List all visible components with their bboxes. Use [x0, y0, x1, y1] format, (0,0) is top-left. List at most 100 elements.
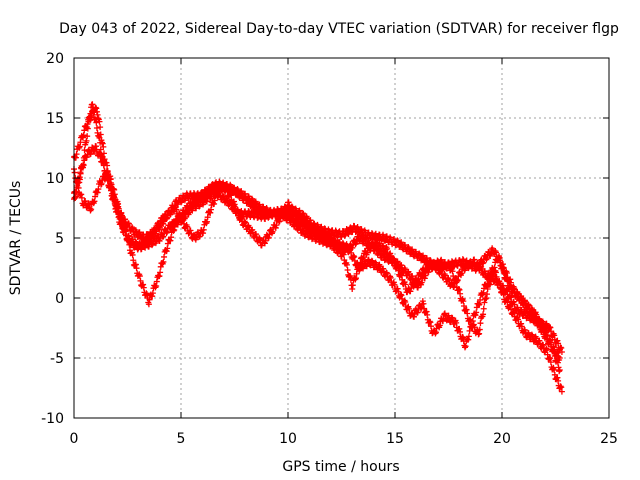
data-point	[465, 333, 472, 340]
data-point	[130, 257, 137, 264]
data-point	[460, 298, 467, 305]
data-point	[353, 225, 360, 232]
x-tick-labels: 0 5 10 15 20 25	[70, 431, 618, 447]
data-point	[87, 150, 94, 157]
x-tick-label: 10	[279, 431, 297, 447]
data-point	[103, 167, 110, 174]
data-point	[555, 353, 562, 360]
data-point	[556, 367, 563, 373]
data-point	[507, 276, 514, 283]
y-axis-label: SDTVAR / TECUs	[8, 181, 24, 296]
data-point	[71, 169, 78, 176]
data-point	[462, 343, 469, 350]
data-point	[196, 233, 203, 240]
data-point	[96, 118, 103, 125]
data-point	[204, 214, 211, 221]
data-point	[463, 306, 470, 313]
data-point	[503, 270, 510, 277]
data-point	[98, 180, 105, 187]
data-point	[483, 295, 490, 302]
y-tick-label: 20	[46, 51, 64, 67]
data-point	[458, 297, 465, 304]
data-point	[365, 229, 372, 236]
data-point	[394, 237, 401, 244]
data-point	[100, 143, 107, 150]
chart-title: Day 043 of 2022, Sidereal Day-to-day VTE…	[59, 21, 619, 37]
data-point	[100, 150, 107, 157]
x-tick-label: 0	[70, 431, 79, 447]
data-point	[92, 193, 99, 200]
data-point	[107, 176, 114, 183]
data-point	[547, 359, 554, 366]
data-point	[146, 296, 153, 303]
data-point	[84, 125, 91, 132]
data-point	[77, 170, 84, 177]
y-tick-label: 15	[46, 111, 64, 127]
data-point	[73, 179, 80, 186]
data-point	[87, 110, 94, 117]
data-point	[74, 180, 81, 187]
data-point	[159, 260, 166, 267]
y-tick-label: 10	[46, 171, 64, 187]
axis-ticks	[73, 57, 610, 419]
data-point	[496, 254, 503, 261]
data-point	[149, 290, 156, 297]
data-point	[137, 277, 144, 284]
data-point	[160, 258, 167, 265]
data-point	[149, 293, 156, 300]
data-point	[391, 236, 398, 243]
data-point	[83, 137, 90, 144]
data-point	[464, 310, 471, 317]
data-point	[145, 301, 152, 308]
data-point	[97, 181, 104, 188]
data-point	[465, 336, 472, 343]
data-point	[153, 278, 160, 285]
data-point	[84, 133, 91, 140]
y-tick-label: 5	[55, 231, 64, 247]
data-point	[118, 213, 125, 220]
y-tick-label: 0	[55, 291, 64, 307]
data-point	[94, 189, 101, 196]
data-point	[111, 191, 118, 198]
data-point	[340, 251, 347, 258]
data-point	[479, 291, 486, 298]
data-point	[187, 227, 194, 234]
data-point	[499, 261, 506, 268]
data-point	[97, 124, 104, 131]
data-point	[477, 320, 484, 327]
y-tick-labels: -10 -5 0 5 10 15 20	[41, 51, 64, 427]
data-point	[558, 349, 565, 355]
data-point	[544, 351, 551, 358]
data-point	[93, 119, 100, 126]
data-point	[135, 272, 142, 279]
data-point	[200, 230, 207, 237]
x-tick-label: 25	[600, 431, 618, 447]
data-point	[343, 261, 350, 268]
data-point	[88, 206, 95, 213]
data-point	[78, 191, 85, 198]
data-point	[161, 253, 168, 260]
x-axis-label: GPS time / hours	[282, 459, 399, 475]
y-tick-label: -5	[50, 351, 64, 367]
data-point	[129, 251, 136, 258]
data-point	[549, 365, 556, 372]
data-point	[511, 285, 518, 292]
data-point	[110, 185, 117, 192]
data-point	[152, 284, 159, 291]
data-point	[111, 186, 118, 193]
data-point	[90, 147, 97, 154]
series-track-b	[71, 143, 563, 375]
data-point	[97, 131, 104, 138]
data-point	[80, 154, 87, 161]
data-point	[82, 198, 89, 205]
data-point	[547, 355, 554, 362]
data-point	[104, 162, 111, 169]
data-point	[157, 269, 164, 276]
data-point	[476, 301, 483, 308]
data-point	[87, 207, 94, 214]
data-point	[472, 312, 479, 319]
data-point	[475, 331, 482, 338]
data-point	[108, 181, 115, 188]
data-point	[480, 305, 487, 312]
